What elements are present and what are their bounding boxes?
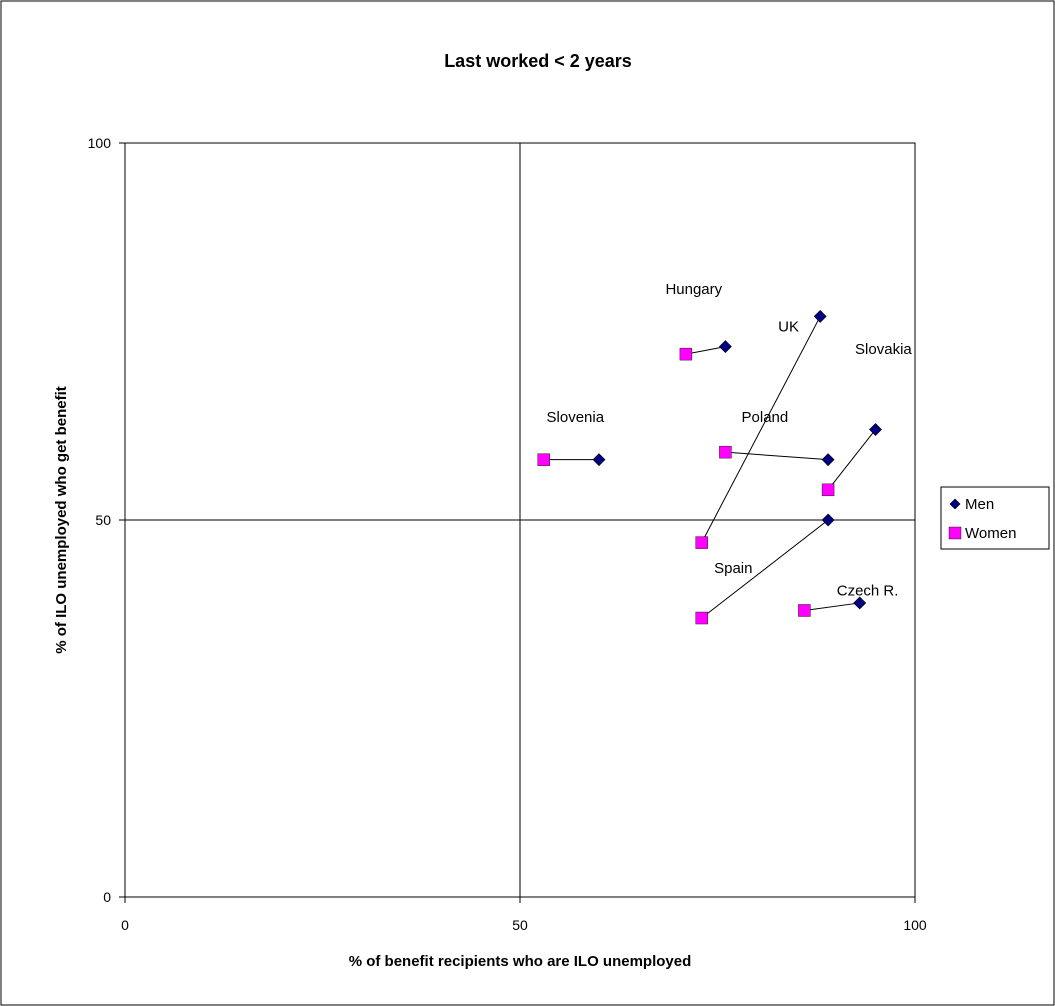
legend: Men Women xyxy=(940,486,1050,550)
men-data-point xyxy=(821,453,835,467)
connector-line xyxy=(685,346,726,355)
connector-line xyxy=(827,429,876,491)
y-tick-label: 0 xyxy=(103,889,111,905)
y-tick-label: 100 xyxy=(88,135,112,151)
x-tick-label: 0 xyxy=(121,917,129,933)
women-data-point xyxy=(821,483,835,497)
country-label: Slovakia xyxy=(855,341,912,358)
men-data-point xyxy=(718,340,732,354)
connector-lines xyxy=(543,316,876,619)
connector-line xyxy=(725,451,829,461)
women-data-point xyxy=(798,604,811,617)
legend-marker-men xyxy=(949,498,961,510)
country-label: Spain xyxy=(714,560,752,577)
legend-marker-women xyxy=(948,526,962,540)
tick-labels: 0 50 100 0 50 100 xyxy=(88,135,927,933)
chart-title: Last worked < 2 years xyxy=(444,51,632,71)
legend-label-men: Men xyxy=(965,496,994,513)
men-data-point xyxy=(813,309,827,323)
connector-line xyxy=(804,602,860,611)
women-data-point xyxy=(695,611,708,625)
x-tick-label: 50 xyxy=(512,917,528,933)
x-axis-title: % of benefit recipients who are ILO unem… xyxy=(349,953,692,970)
men-data-point xyxy=(592,453,606,467)
y-tick-label: 50 xyxy=(95,512,111,528)
connector-line xyxy=(701,316,821,543)
country-label: Hungary xyxy=(665,281,722,298)
country-label: Poland xyxy=(742,409,789,426)
women-data-point xyxy=(719,445,732,459)
legend-label-women: Women xyxy=(965,525,1016,542)
women-data-point xyxy=(679,347,693,361)
women-data-point xyxy=(695,536,708,549)
reference-lines xyxy=(125,143,915,897)
men-data-point xyxy=(821,513,835,527)
country-label: Slovenia xyxy=(547,409,605,426)
country-annotations: Hungary UK Slovakia Poland Slovenia Spain Czec… xyxy=(547,281,913,600)
men-data-point xyxy=(853,596,867,610)
country-label: Czech R. xyxy=(837,582,899,599)
men-data-point xyxy=(869,423,882,436)
connector-line xyxy=(701,519,829,619)
y-axis-title: % of ILO unemployed who get benefit xyxy=(53,386,70,654)
data-points xyxy=(537,309,882,625)
x-tick-label: 100 xyxy=(903,917,927,933)
tick-marks xyxy=(119,142,916,903)
women-data-point xyxy=(537,453,550,466)
country-label: UK xyxy=(778,319,799,336)
